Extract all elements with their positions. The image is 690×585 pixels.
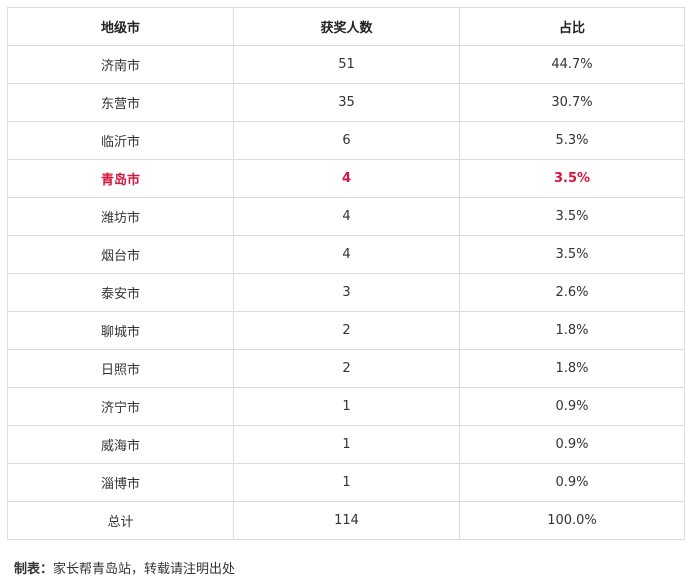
table-row: 临沂市 6 5.3% [7, 121, 685, 160]
cell-winners: 4 [233, 235, 460, 274]
header-winners: 获奖人数 [233, 7, 460, 46]
cell-city: 聊城市 [7, 311, 234, 350]
cell-winners: 1 [233, 463, 460, 502]
cell-city: 东营市 [7, 83, 234, 122]
caption-text: 家长帮青岛站，转载请注明出处 [53, 562, 236, 577]
cell-share: 0.9% [459, 463, 685, 502]
total-row: 总计 114 100.0% [7, 501, 685, 540]
table-row: 济南市 51 44.7% [7, 45, 685, 84]
cell-share: 1.8% [459, 349, 685, 388]
cell-winners: 6 [233, 121, 460, 160]
cell-city: 青岛市 [7, 159, 234, 198]
cell-winners: 2 [233, 349, 460, 388]
cell-city: 临沂市 [7, 121, 234, 160]
table-row: 日照市 2 1.8% [7, 349, 685, 388]
table-row: 淄博市 1 0.9% [7, 463, 685, 502]
table-row: 聊城市 2 1.8% [7, 311, 685, 350]
header-city: 地级市 [7, 7, 234, 46]
cell-winners: 51 [233, 45, 460, 84]
cell-city: 威海市 [7, 425, 234, 464]
table-row: 青岛市 4 3.5% [7, 159, 685, 198]
cell-winners: 3 [233, 273, 460, 312]
cell-city: 潍坊市 [7, 197, 234, 236]
cell-winners: 35 [233, 83, 460, 122]
table-row: 烟台市 4 3.5% [7, 235, 685, 274]
cell-share: 0.9% [459, 425, 685, 464]
cell-share: 5.3% [459, 121, 685, 160]
cell-share: 3.5% [459, 159, 685, 198]
cell-winners: 4 [233, 197, 460, 236]
cell-winners: 4 [233, 159, 460, 198]
awards-by-city-table: 地级市 获奖人数 占比 济南市 51 44.7% 东营市 35 30.7% 临沂市 6 5.3%… [7, 7, 685, 540]
table-row: 潍坊市 4 3.5% [7, 197, 685, 236]
table-caption: 制表：家长帮青岛站，转载请注明出处 [14, 558, 235, 577]
table-row: 泰安市 3 2.6% [7, 273, 685, 312]
cell-share: 44.7% [459, 45, 685, 84]
cell-share: 0.9% [459, 387, 685, 426]
cell-share: 1.8% [459, 311, 685, 350]
cell-share: 100.0% [459, 501, 685, 540]
table-row: 威海市 1 0.9% [7, 425, 685, 464]
cell-city: 济南市 [7, 45, 234, 84]
table-header-row: 地级市 获奖人数 占比 [7, 7, 685, 46]
header-share: 占比 [459, 7, 685, 46]
cell-share: 30.7% [459, 83, 685, 122]
caption-label: 制表： [14, 562, 54, 577]
table-row: 济宁市 1 0.9% [7, 387, 685, 426]
cell-city: 烟台市 [7, 235, 234, 274]
cell-city: 淄博市 [7, 463, 234, 502]
cell-city: 总计 [7, 501, 234, 540]
cell-share: 2.6% [459, 273, 685, 312]
cell-city: 泰安市 [7, 273, 234, 312]
cell-city: 日照市 [7, 349, 234, 388]
table-row: 东营市 35 30.7% [7, 83, 685, 122]
cell-winners: 2 [233, 311, 460, 350]
cell-winners: 1 [233, 425, 460, 464]
cell-share: 3.5% [459, 235, 685, 274]
cell-winners: 1 [233, 387, 460, 426]
cell-city: 济宁市 [7, 387, 234, 426]
cell-winners: 114 [233, 501, 460, 540]
cell-share: 3.5% [459, 197, 685, 236]
